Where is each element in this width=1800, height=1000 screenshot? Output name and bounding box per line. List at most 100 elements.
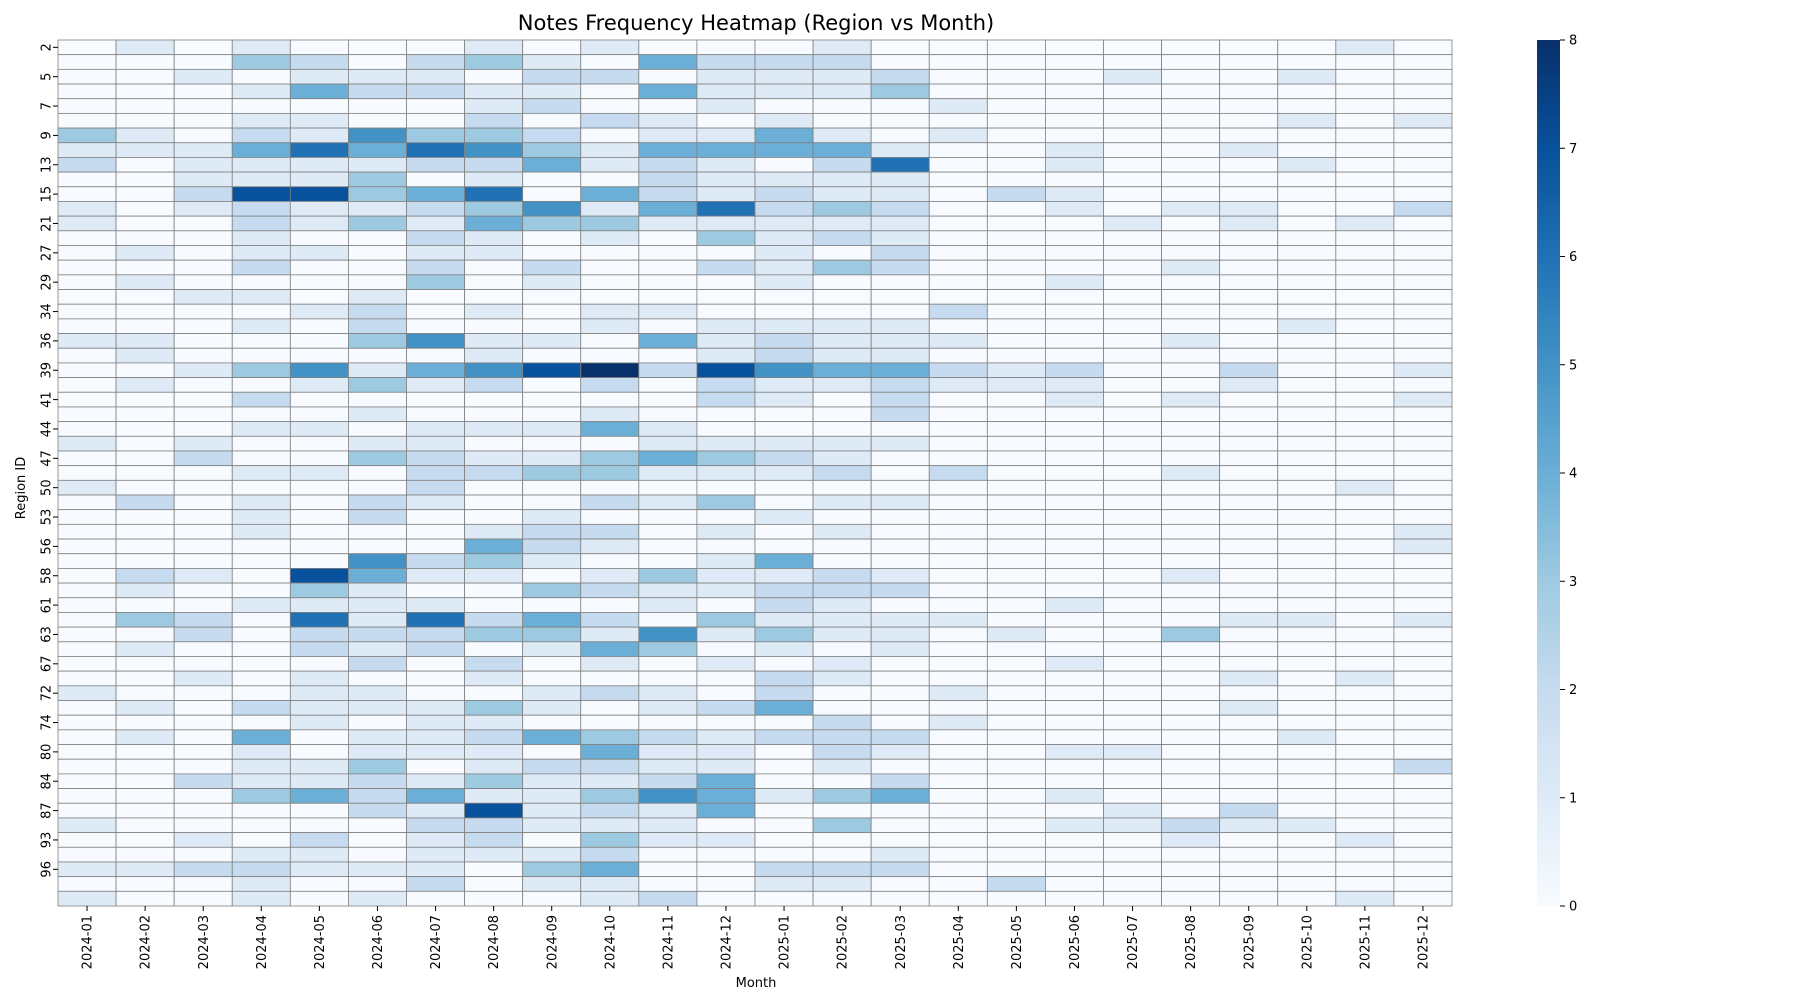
heatmap-cell — [870, 186, 930, 202]
heatmap-cell — [231, 700, 291, 716]
heatmap-cell — [348, 788, 407, 804]
heatmap-cell — [173, 230, 233, 246]
heatmap-cell — [638, 729, 698, 745]
heatmap-cell — [696, 421, 756, 437]
heatmap-cell — [464, 773, 524, 789]
heatmap-cell — [173, 421, 233, 437]
y-tick-label: 63 — [40, 626, 55, 643]
heatmap-cell — [115, 435, 175, 452]
heatmap-cell — [348, 861, 407, 878]
heatmap-cell — [1045, 186, 1104, 202]
heatmap-cell — [1161, 68, 1221, 85]
heatmap-cell — [406, 157, 465, 173]
heatmap-cell — [1277, 494, 1337, 511]
heatmap-cell — [173, 377, 233, 393]
heatmap-cell — [870, 259, 930, 276]
heatmap-cell — [1277, 612, 1337, 628]
heatmap-cell — [231, 612, 291, 628]
heatmap-cell — [1219, 523, 1279, 540]
heatmap-cell — [231, 773, 291, 789]
heatmap-cell — [696, 553, 756, 569]
heatmap-cell — [464, 391, 524, 408]
heatmap-cell — [1161, 54, 1221, 70]
heatmap-cell — [348, 406, 407, 423]
heatmap-cell — [289, 494, 349, 511]
heatmap-cell — [115, 817, 175, 834]
heatmap-cell — [1393, 39, 1453, 56]
y-tick-label: 21 — [40, 215, 55, 232]
heatmap-cell — [638, 230, 698, 246]
heatmap-cell — [580, 714, 640, 731]
heatmap-cell — [1277, 98, 1337, 114]
heatmap-cell — [638, 157, 698, 173]
heatmap-cell — [1219, 333, 1279, 349]
heatmap-cell — [812, 112, 872, 129]
heatmap-cell — [580, 758, 640, 775]
heatmap-cell — [522, 758, 582, 775]
heatmap-cell — [812, 465, 872, 481]
heatmap-cell — [57, 714, 117, 731]
heatmap-cell — [1393, 98, 1453, 114]
heatmap-cell — [231, 215, 291, 232]
heatmap-cell — [812, 142, 872, 158]
heatmap-cell — [406, 98, 465, 114]
heatmap-cell — [1219, 758, 1279, 775]
heatmap-cell — [1219, 641, 1279, 657]
heatmap-cell — [173, 568, 233, 584]
heatmap-cell — [1219, 362, 1279, 379]
heatmap-cell — [1277, 744, 1337, 760]
heatmap-cell — [231, 391, 291, 408]
heatmap-cell — [57, 861, 117, 878]
heatmap-cell — [754, 582, 814, 599]
heatmap-cell — [1393, 83, 1453, 100]
heatmap-cell — [1277, 391, 1337, 408]
heatmap-cell — [522, 112, 582, 129]
heatmap-cell — [1335, 568, 1395, 584]
heatmap-cell — [1103, 582, 1162, 599]
heatmap-cell — [231, 98, 291, 114]
heatmap-cell — [115, 568, 175, 584]
heatmap-cell — [1335, 553, 1395, 569]
heatmap-cell — [464, 626, 524, 643]
heatmap-cell — [1335, 391, 1395, 408]
heatmap-cell — [696, 171, 756, 188]
heatmap-cell — [754, 656, 814, 672]
heatmap-cell — [1393, 112, 1453, 129]
heatmap-cell — [1161, 685, 1221, 701]
heatmap-cell — [348, 347, 407, 364]
heatmap-cell — [348, 54, 407, 70]
heatmap-cell — [1335, 641, 1395, 657]
heatmap-cell — [870, 171, 930, 188]
heatmap-cell — [1335, 714, 1395, 731]
heatmap-cell — [464, 465, 524, 481]
heatmap-cell — [870, 245, 930, 261]
heatmap-cell — [231, 171, 291, 188]
heatmap-cell — [289, 685, 349, 701]
heatmap-cell — [580, 670, 640, 687]
heatmap-cell — [754, 700, 814, 716]
heatmap-cell — [464, 802, 524, 819]
heatmap-cell — [870, 39, 930, 56]
heatmap-cell — [1045, 846, 1104, 863]
heatmap-cell — [580, 641, 640, 657]
heatmap-cell — [754, 685, 814, 701]
heatmap-cell — [928, 758, 988, 775]
heatmap-cell — [638, 171, 698, 188]
heatmap-cell — [1045, 289, 1104, 305]
heatmap-cell — [406, 421, 465, 437]
heatmap-cell — [1103, 421, 1162, 437]
heatmap-cell — [696, 568, 756, 584]
heatmap-cell — [173, 39, 233, 56]
heatmap-cell — [754, 201, 814, 217]
heatmap-cell — [115, 597, 175, 613]
heatmap-cell — [638, 700, 698, 716]
heatmap-cell — [638, 450, 698, 467]
heatmap-cell — [464, 215, 524, 232]
heatmap-cell — [464, 568, 524, 584]
heatmap-cell — [1393, 817, 1453, 834]
heatmap-cell — [754, 127, 814, 144]
heatmap-cell — [754, 318, 814, 334]
heatmap-cell — [1393, 582, 1453, 599]
heatmap-cell — [1393, 157, 1453, 173]
heatmap-cell — [173, 802, 233, 819]
